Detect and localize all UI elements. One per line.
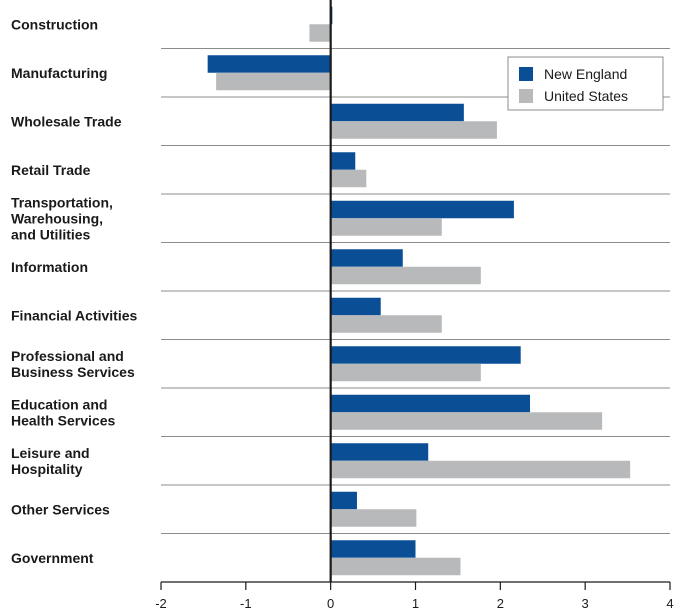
x-tick-label: 1 <box>412 596 419 611</box>
bar-new-england <box>330 249 403 267</box>
bar-new-england <box>330 491 357 510</box>
bar-new-england <box>330 394 531 413</box>
legend: New England United States <box>507 56 664 111</box>
category-label: Warehousing, <box>11 210 103 226</box>
category-label: Other Services <box>11 501 110 517</box>
category-labels: Construction Manufacturing Wholesale Trade… <box>11 16 138 566</box>
category-label: Construction <box>11 16 98 32</box>
category-label: Hospitality <box>11 461 83 477</box>
legend-label: United States <box>544 88 628 104</box>
x-tick-label: 3 <box>582 596 589 611</box>
legend-swatch <box>519 89 533 103</box>
category-label: Manufacturing <box>11 65 107 81</box>
row-separators <box>161 48 670 534</box>
bar-new-england <box>330 200 514 219</box>
bar-new-england <box>330 346 521 364</box>
category-label: Government <box>11 550 94 566</box>
category-label: Wholesale Trade <box>11 113 122 129</box>
category-label: Health Services <box>11 412 115 428</box>
bar-united-states <box>309 24 331 42</box>
legend-box <box>507 56 664 111</box>
x-tick-label: 0 <box>327 596 334 611</box>
bar-new-england <box>207 55 331 73</box>
bar-united-states <box>330 363 481 382</box>
legend-label: New England <box>544 66 627 82</box>
bar-new-england <box>330 443 429 461</box>
x-axis: -2 -1 0 1 2 3 4 <box>155 0 674 611</box>
x-tick-label: -2 <box>155 596 167 611</box>
bar-united-states <box>330 460 631 479</box>
bar-united-states <box>330 412 603 430</box>
category-label: Retail Trade <box>11 162 91 178</box>
bar-united-states <box>330 315 442 333</box>
x-tick-label: 4 <box>666 596 673 611</box>
bar-new-england <box>330 103 464 122</box>
bar-new-england <box>330 152 356 170</box>
bar-united-states <box>330 266 481 285</box>
bars-group <box>207 6 631 576</box>
bar-united-states <box>330 121 497 139</box>
category-label: Financial Activities <box>11 307 138 323</box>
bar-united-states <box>216 72 331 91</box>
x-tick-label: 2 <box>497 596 504 611</box>
category-label: Business Services <box>11 364 135 380</box>
bar-united-states <box>330 169 367 188</box>
bar-new-england <box>330 297 381 316</box>
bar-united-states <box>330 218 442 236</box>
legend-swatch <box>519 67 533 81</box>
bar-united-states <box>330 509 417 527</box>
category-label: Information <box>11 259 88 275</box>
category-label: and Utilities <box>11 226 91 242</box>
category-label: Transportation, <box>11 194 113 210</box>
x-tick-label: -1 <box>240 596 252 611</box>
bar-new-england <box>330 540 416 558</box>
bar-united-states <box>330 557 461 576</box>
category-label: Professional and <box>11 348 124 364</box>
category-label: Leisure and <box>11 445 90 461</box>
category-label: Education and <box>11 396 107 412</box>
